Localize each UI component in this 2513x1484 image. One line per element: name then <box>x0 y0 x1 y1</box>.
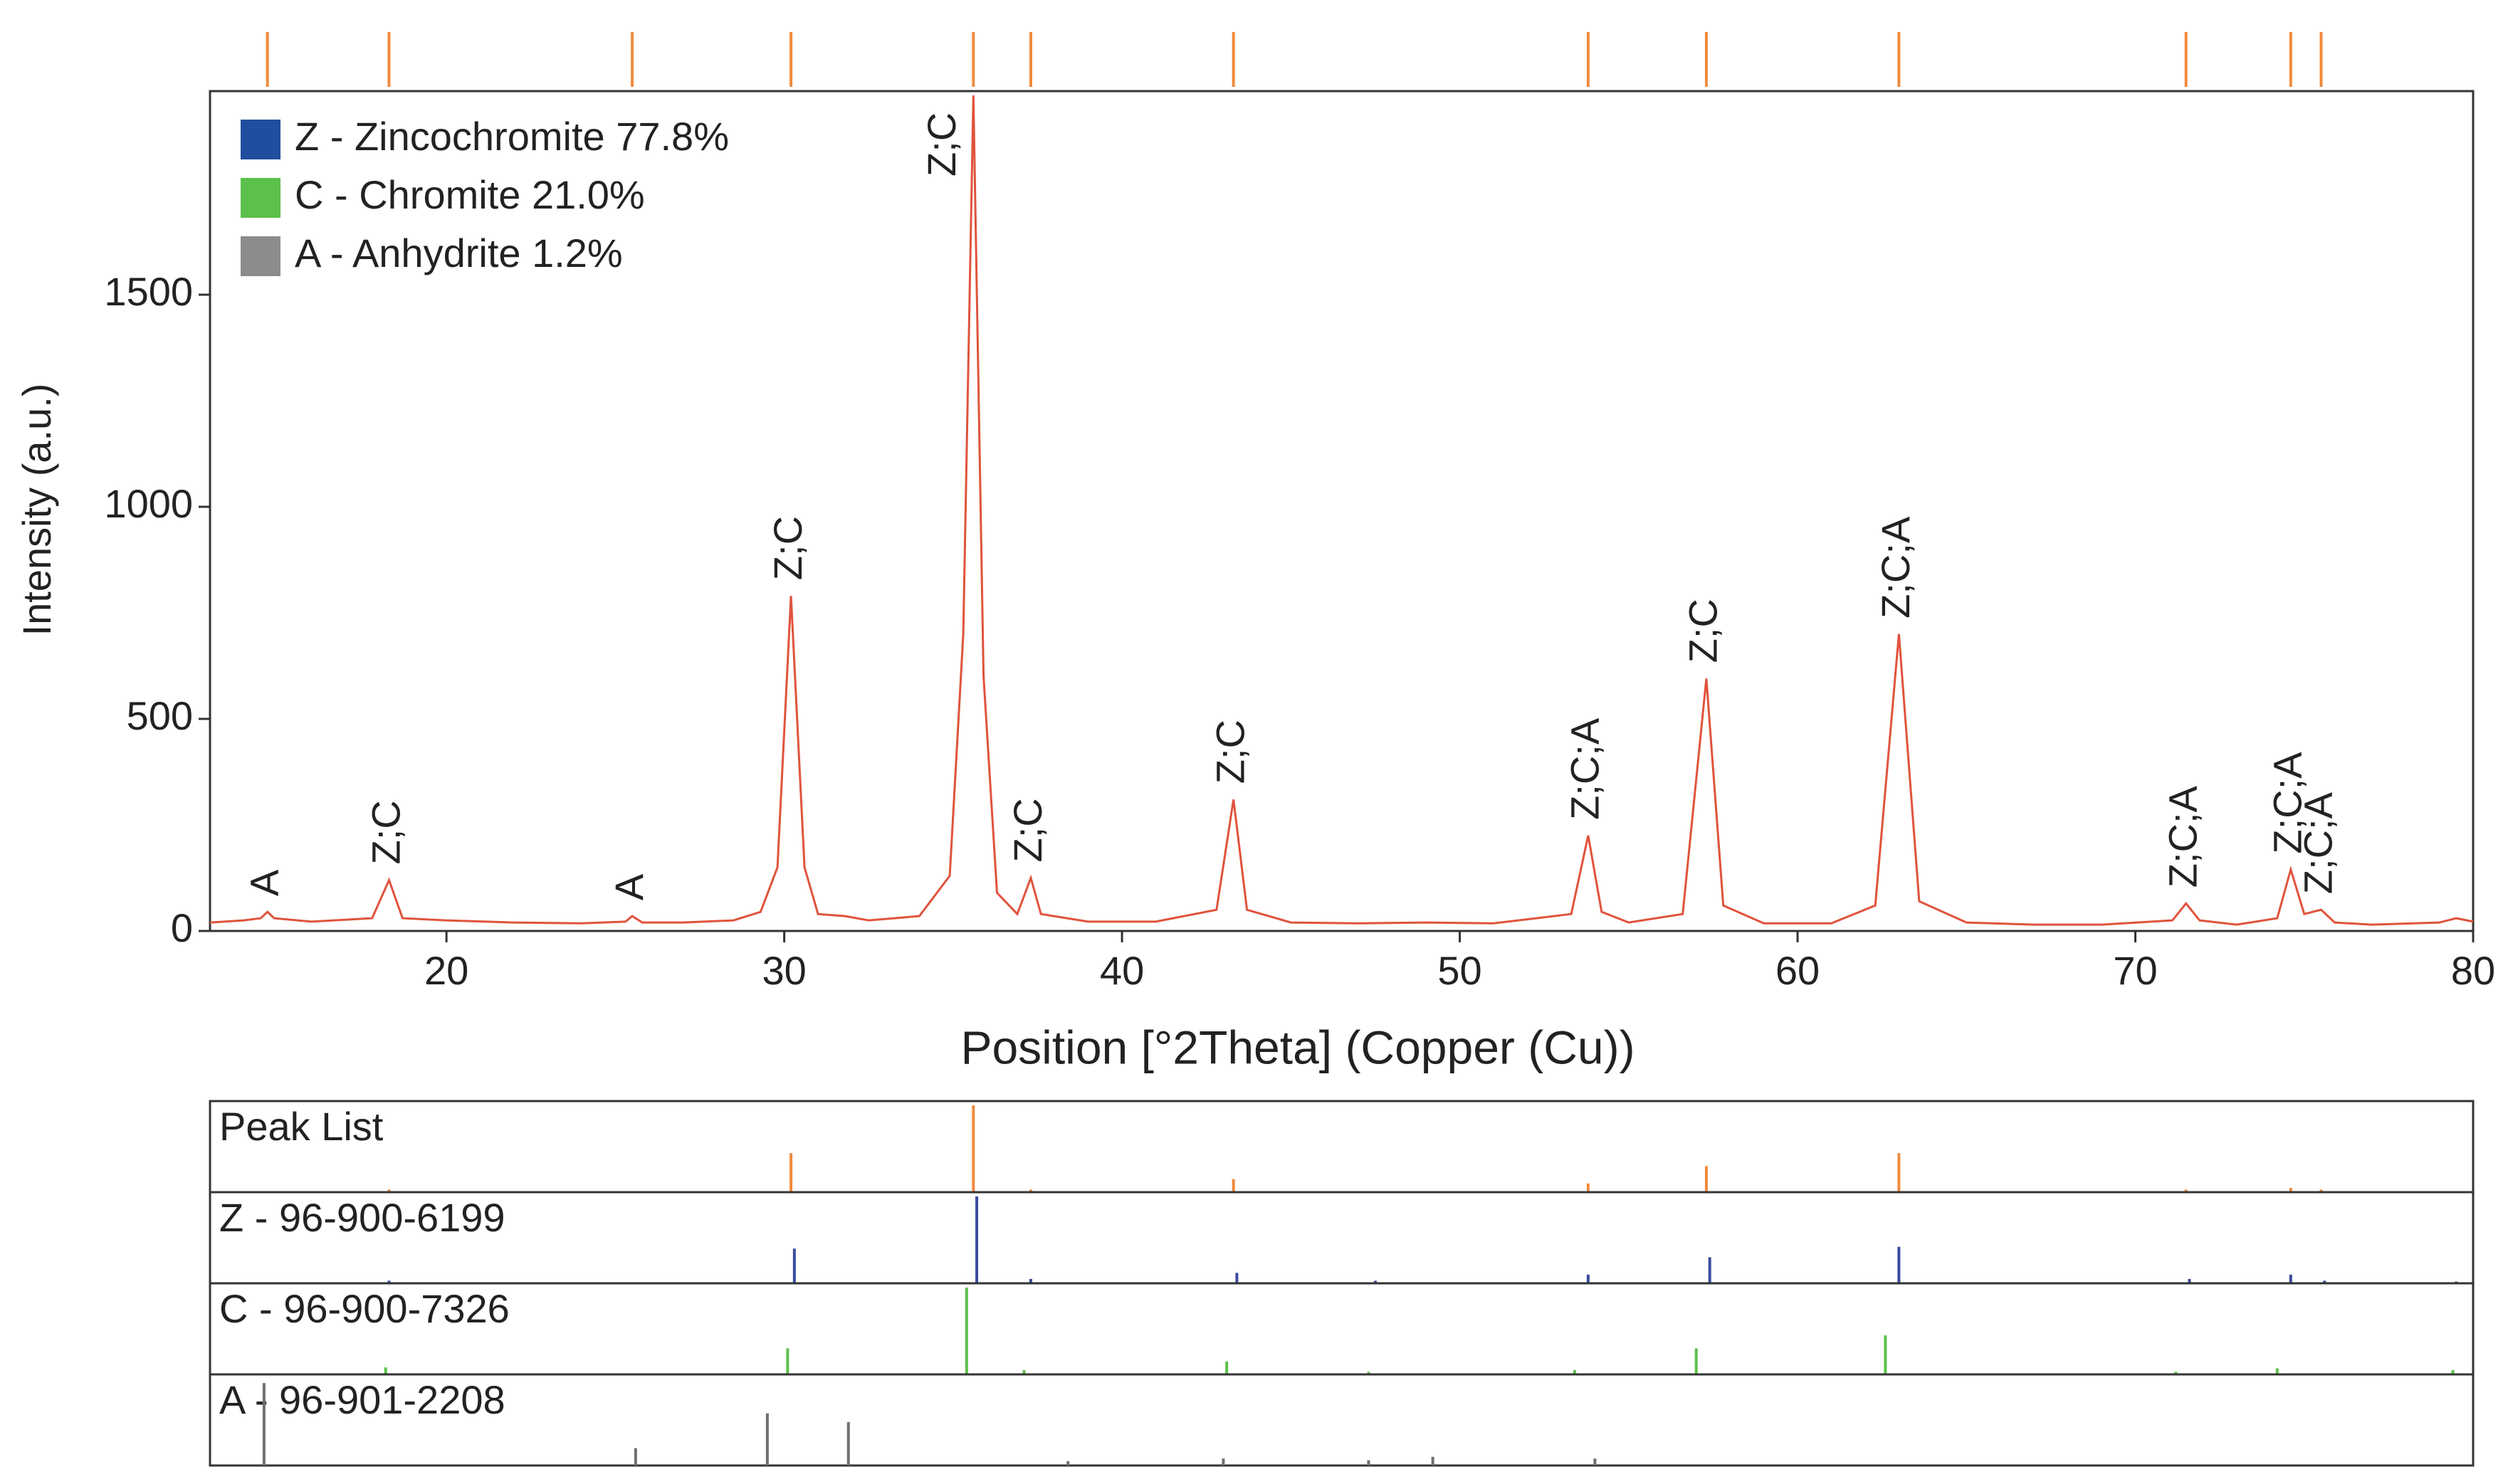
reference-title: Peak List <box>219 1104 384 1149</box>
peak-label: A <box>607 873 651 900</box>
legend-label: A - Anhydrite 1.2% <box>295 231 623 275</box>
legend-swatch <box>241 120 280 159</box>
reference-title: Z - 96-900-6199 <box>219 1195 505 1240</box>
reference-row <box>209 1282 2475 1376</box>
peak-label: Z;C;A <box>1563 717 1607 820</box>
reference-row <box>209 1100 2475 1194</box>
peak-label: A <box>241 869 286 896</box>
peak-label: Z;C <box>1681 599 1726 663</box>
x-tick-label: 70 <box>2113 948 2157 993</box>
legend-swatch <box>241 178 280 218</box>
peak-label: Z;C;A <box>2265 752 2310 854</box>
peak-label: Z;C <box>1005 798 1050 862</box>
peak-label: Z;C <box>765 516 810 580</box>
peak-label: Z;C;A <box>1873 516 1918 619</box>
y-axis-label: Intensity (a.u.) <box>14 384 59 636</box>
legend-swatch <box>241 236 280 276</box>
x-axis-label: Position [°2Theta] (Copper (Cu)) <box>960 1021 1635 1073</box>
x-tick-label: 40 <box>1100 948 1144 993</box>
reference-title: A - 96-901-2208 <box>219 1377 505 1422</box>
legend-label: C - Chromite 21.0% <box>295 172 645 217</box>
reference-row <box>209 1373 2475 1467</box>
y-tick-label: 1500 <box>104 269 193 314</box>
y-tick-label: 0 <box>171 905 193 950</box>
peak-label: Z;C;A <box>2160 785 2205 888</box>
reference-row <box>209 1191 2475 1285</box>
x-tick-label: 50 <box>1437 948 1481 993</box>
y-tick-label: 500 <box>127 693 193 738</box>
y-tick-label: 1000 <box>104 481 193 526</box>
reference-title: C - 96-900-7326 <box>219 1286 510 1331</box>
plot-frame <box>209 90 2475 932</box>
peak-label: Z;C <box>919 112 964 177</box>
diffraction-line <box>209 95 2474 926</box>
peak-label: Z;C <box>363 800 408 864</box>
peak-label: Z;C <box>1207 720 1252 784</box>
x-tick-label: 80 <box>2451 948 2495 993</box>
legend-label: Z - Zincochromite 77.8% <box>295 114 729 159</box>
peak-label: Z;C;A <box>2295 791 2340 894</box>
x-tick-label: 20 <box>424 948 468 993</box>
x-tick-label: 30 <box>762 948 806 993</box>
x-tick-label: 60 <box>1775 948 1820 993</box>
